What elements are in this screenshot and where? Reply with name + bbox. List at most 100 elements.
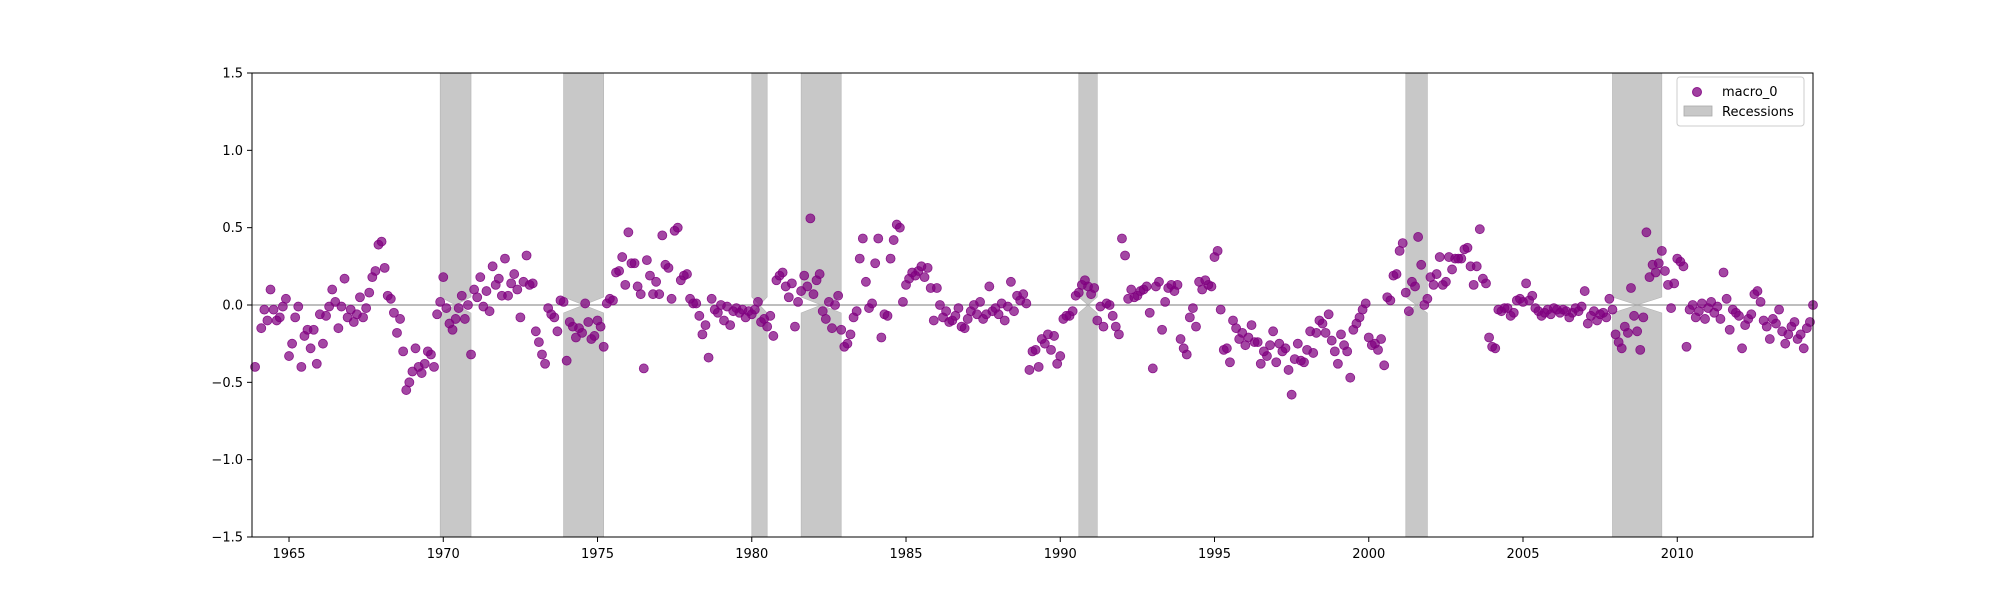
- data-point: [385, 293, 396, 304]
- data-point: [1379, 360, 1390, 371]
- data-points-layer: [250, 213, 1818, 400]
- data-point: [651, 276, 662, 287]
- data-point: [1474, 224, 1485, 235]
- data-point: [1715, 314, 1726, 324]
- data-point: [410, 343, 421, 354]
- data-point: [873, 233, 884, 244]
- data-point: [558, 297, 569, 307]
- data-point: [1440, 276, 1451, 287]
- data-point: [308, 324, 319, 335]
- data-point: [1746, 309, 1757, 320]
- data-point: [861, 276, 871, 287]
- data-point: [463, 300, 473, 310]
- x-tick-label: 1970: [427, 547, 460, 562]
- data-point: [259, 304, 270, 315]
- data-point: [595, 321, 606, 332]
- data-point: [361, 303, 372, 313]
- data-point: [1660, 266, 1670, 276]
- data-point: [1490, 343, 1501, 354]
- data-point: [1311, 327, 1322, 338]
- data-point: [867, 298, 877, 309]
- data-point: [1067, 306, 1078, 317]
- data-point: [389, 307, 399, 318]
- data-point: [1521, 278, 1531, 289]
- data-point: [296, 361, 307, 372]
- data-point: [459, 314, 470, 324]
- data-point: [453, 303, 464, 313]
- data-point: [1255, 358, 1266, 369]
- data-point: [697, 329, 708, 340]
- data-point: [1678, 261, 1689, 272]
- data-point: [318, 338, 328, 349]
- data-point: [1292, 338, 1303, 349]
- data-point: [1181, 349, 1192, 360]
- data-point: [1632, 326, 1643, 337]
- data-point: [534, 337, 544, 348]
- data-point: [1626, 283, 1636, 293]
- data-point: [580, 298, 591, 309]
- data-point: [793, 297, 803, 307]
- data-point: [1055, 351, 1066, 361]
- data-point: [682, 269, 692, 279]
- data-point: [1320, 327, 1331, 338]
- x-tick-label: 1980: [735, 547, 768, 562]
- data-point: [1317, 318, 1328, 329]
- data-point: [1508, 307, 1519, 318]
- data-point: [1098, 321, 1109, 332]
- data-point: [725, 320, 736, 331]
- data-point: [620, 279, 631, 290]
- data-point: [919, 272, 930, 283]
- x-tick-label: 2005: [1506, 547, 1539, 562]
- data-point: [1215, 304, 1226, 315]
- data-point: [1656, 245, 1667, 256]
- data-point: [1271, 357, 1282, 368]
- data-point: [1191, 321, 1201, 332]
- data-point: [537, 349, 547, 360]
- data-point: [1607, 304, 1618, 315]
- data-point: [1323, 309, 1334, 320]
- data-point: [672, 222, 683, 233]
- data-point: [614, 266, 625, 276]
- data-point: [521, 250, 532, 261]
- x-tick-label: 1965: [272, 547, 305, 562]
- data-point: [790, 321, 800, 332]
- data-point: [888, 235, 899, 245]
- data-point: [1188, 303, 1198, 313]
- data-point: [250, 361, 260, 372]
- data-point: [1410, 281, 1420, 292]
- data-point: [1021, 298, 1032, 309]
- data-point: [1360, 298, 1371, 309]
- data-point: [870, 258, 881, 269]
- data-point: [493, 273, 504, 284]
- data-point: [1113, 329, 1124, 340]
- data-point: [635, 289, 646, 300]
- data-point: [1774, 304, 1784, 315]
- data-point: [1206, 281, 1217, 292]
- data-point: [1268, 326, 1279, 337]
- data-point: [1006, 276, 1016, 287]
- legend: macro_0 Recessions: [1676, 76, 1805, 127]
- data-point: [1771, 318, 1781, 329]
- data-point: [256, 323, 267, 334]
- data-point: [1752, 286, 1763, 296]
- data-point: [1342, 346, 1353, 357]
- data-point: [432, 309, 443, 320]
- data-point: [583, 317, 594, 327]
- y-tick-label: −0.5: [211, 376, 243, 391]
- data-point: [1397, 238, 1408, 249]
- data-point: [700, 320, 711, 331]
- data-point: [1761, 321, 1772, 332]
- data-point: [645, 270, 655, 281]
- data-point: [993, 309, 1004, 320]
- data-point: [509, 269, 520, 279]
- y-tick-label: 1.5: [222, 67, 243, 82]
- data-point: [854, 253, 865, 264]
- data-point: [845, 329, 856, 340]
- data-point: [1039, 338, 1050, 349]
- y-tick-label: 0.5: [222, 221, 243, 236]
- recessions-layer: [439, 72, 1663, 538]
- data-point: [802, 281, 813, 292]
- data-point: [786, 278, 797, 289]
- y-tick-label: 0.0: [222, 299, 243, 314]
- data-point: [589, 331, 600, 341]
